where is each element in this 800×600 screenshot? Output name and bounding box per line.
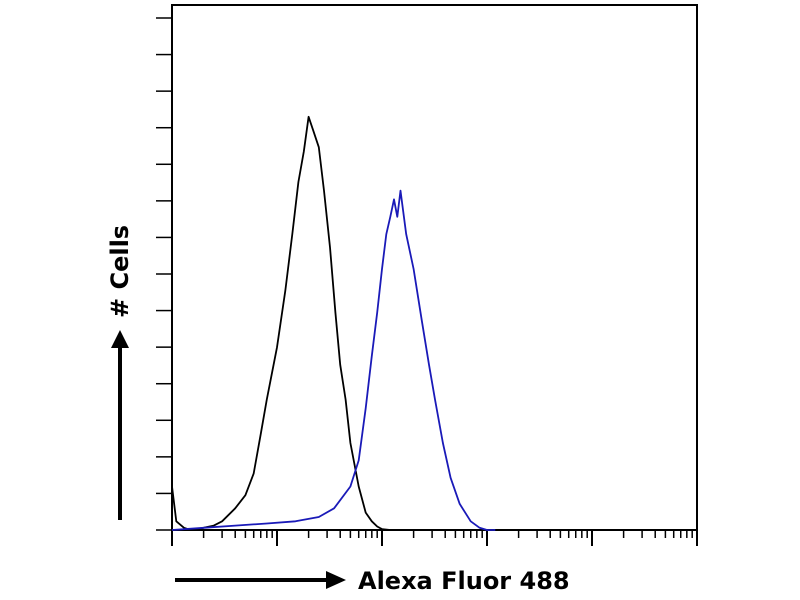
y-axis-arrow-head: [111, 330, 129, 348]
y-axis-label: # Cells: [106, 225, 134, 318]
plot-frame: [172, 5, 697, 530]
y-axis-annotation: # Cells: [106, 225, 134, 520]
x-axis-label: Alexa Fluor 488: [358, 567, 570, 595]
series-line-2: [172, 191, 495, 530]
series-line-1: [172, 117, 414, 530]
x-axis-annotation: Alexa Fluor 488: [175, 567, 570, 595]
x-axis-arrow-head: [326, 571, 346, 589]
